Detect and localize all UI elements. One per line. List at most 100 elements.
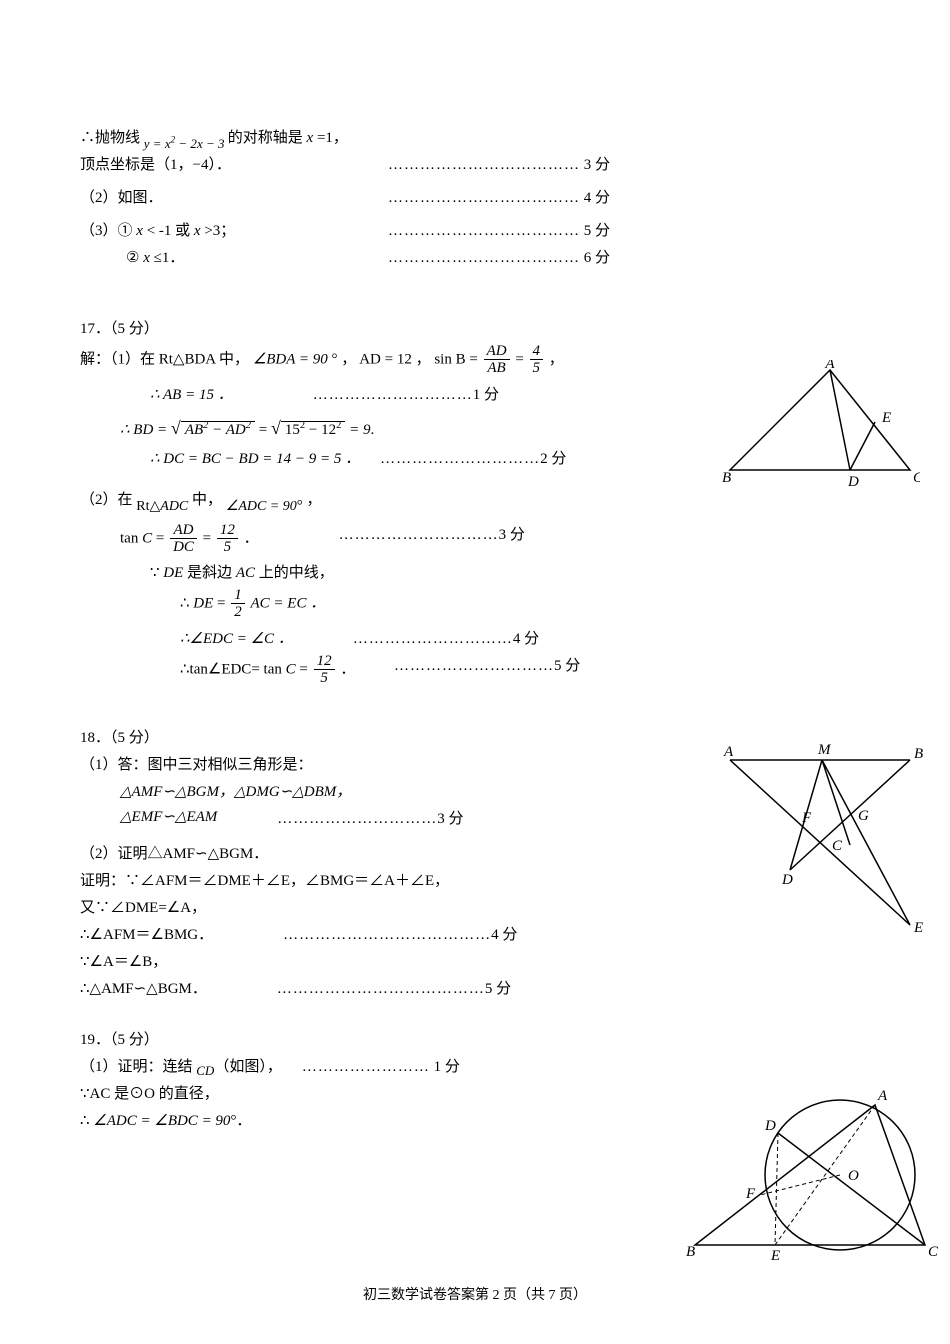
d: 5 (314, 670, 335, 687)
t: ∴△AMF∽△BGM． (80, 977, 207, 998)
d: ………………………… (353, 631, 513, 647)
q16-part3-2: ② x ≤1． ……………………………… 6 分 (80, 246, 870, 267)
t: ． (244, 530, 259, 546)
q16-vertex: 顶点坐标是（1，−4）． ……………………………… 3 分 (80, 153, 870, 174)
q16-part2: （2）如图． ……………………………… 4 分 (80, 186, 870, 207)
t: ∠ADC = 90 (226, 499, 297, 514)
vertex: 顶点坐标是（1，−4）． (80, 153, 231, 174)
q18-l9: ∴△AMF∽△BGM． …………………………………5 分 (80, 977, 870, 998)
t: ∴ AB = 15 ． (150, 383, 233, 404)
B: B (686, 1244, 695, 1260)
O: O (848, 1168, 859, 1184)
q17-de-eq: ∴ DE = 12 AC = EC ． (80, 588, 870, 621)
D: D (764, 1118, 776, 1134)
E: E (881, 410, 891, 426)
t: = 9 (349, 422, 370, 438)
p: 1 分 (473, 387, 499, 403)
pts: 4 分 (584, 190, 610, 206)
d: 2 (231, 604, 245, 621)
t: ， AD = 12 ， sin B = (341, 352, 481, 368)
A: A (723, 744, 734, 760)
dots: ……………………………… (388, 223, 580, 239)
q19-head: 19．（5 分） (80, 1028, 870, 1049)
n: 1 (231, 588, 245, 604)
E: E (913, 920, 923, 936)
m2x: − 2 (175, 136, 197, 151)
q16-line1: ∴抛物线 y = x2 − 2x − 3 的对称轴是 x =1， (80, 126, 870, 147)
t: △EMF∽△EAM (120, 807, 217, 828)
D: D (781, 872, 793, 888)
text: 的对称轴是 (228, 130, 307, 146)
p: 3 分 (499, 527, 525, 543)
t: AC = EC ． (251, 596, 326, 612)
q17-de-mid: ∵ DE 是斜边 AC 上的中线， (80, 561, 870, 582)
q16-part3-1: （3）① x < -1 或 x >3； ……………………………… 5 分 (80, 219, 870, 240)
dots: ……………………………… (388, 157, 580, 173)
dots: ……………………………… (388, 190, 580, 206)
A: A (824, 360, 835, 372)
D: D (847, 474, 859, 490)
q18-l8: ∵∠A＝∠B， (80, 950, 870, 971)
d: ………………………… (277, 811, 437, 827)
t: （2）在 (80, 492, 136, 508)
d: ………………………………… (277, 981, 485, 997)
text: ∴抛物线 (80, 130, 144, 146)
C: C (832, 838, 843, 854)
d: ………………………… (339, 527, 499, 543)
B: B (722, 470, 731, 486)
den: 5 (530, 360, 544, 377)
l2: （2）如图． (80, 186, 163, 207)
A: A (877, 1088, 888, 1104)
q17-tanc: tan C = ADDC = 125 ． …………………………3 分 (80, 523, 870, 556)
pts: 3 分 (584, 157, 610, 173)
page-footer: 初三数学试卷答案第 2 页（共 7 页） (0, 1284, 950, 1304)
m3: − 3 (203, 136, 225, 151)
t: 解：（1）在 Rt△BDA 中， (80, 352, 249, 368)
M: M (817, 742, 832, 758)
text: =1， (313, 130, 348, 146)
t: 中， (192, 492, 222, 508)
B: B (914, 746, 923, 762)
p: 4 分 (491, 927, 517, 943)
F: F (745, 1186, 756, 1202)
n: AD (170, 523, 197, 539)
p: 5 分 (485, 981, 511, 997)
F: F (801, 810, 812, 826)
G: G (858, 808, 869, 824)
eq: = (150, 136, 165, 151)
t: ， (307, 492, 322, 508)
E: E (770, 1248, 780, 1260)
c: ， (549, 352, 564, 368)
den: AB (484, 360, 510, 377)
num: AD (484, 344, 510, 360)
q17-edc: ∴∠EDC = ∠C ． …………………………4 分 (80, 627, 870, 648)
d: 5 (217, 539, 238, 556)
d: DC (170, 539, 197, 556)
d: ………………………… (394, 658, 554, 674)
t: ∴ DC = BC − BD = 14 − 9 = 5 ． (150, 447, 360, 468)
p: 3 分 (437, 811, 463, 827)
C: C (913, 470, 920, 486)
eq: = (515, 352, 527, 368)
fig18: A M B F G C D E (710, 740, 930, 940)
p: 1 分 (434, 1059, 460, 1075)
p: 2 分 (540, 451, 566, 467)
dots: ……………………………… (388, 250, 580, 266)
t: ∴∠EDC = ∠C ． (180, 627, 293, 648)
pts: 6 分 (584, 250, 610, 266)
n: 12 (314, 654, 335, 670)
t: ∴∠AFM＝∠BMG． (80, 923, 213, 944)
d: ………………………… (380, 451, 540, 467)
p: 5 分 (554, 658, 580, 674)
d: ………………………… (313, 387, 473, 403)
d: ………………………………… (283, 927, 491, 943)
p: 4 分 (513, 631, 539, 647)
C: C (928, 1244, 939, 1260)
q17-tanedc: ∴tan∠EDC= tan C = 125 ． …………………………5 分 (80, 654, 870, 687)
fig19: A B C D E F O (680, 1060, 940, 1260)
q17-head: 17．（5 分） (80, 317, 870, 338)
fig17-triangle: A B C D E (720, 360, 920, 500)
t: ∠BDA = 90 (253, 352, 328, 368)
pts: 5 分 (584, 223, 610, 239)
n: 12 (217, 523, 238, 539)
